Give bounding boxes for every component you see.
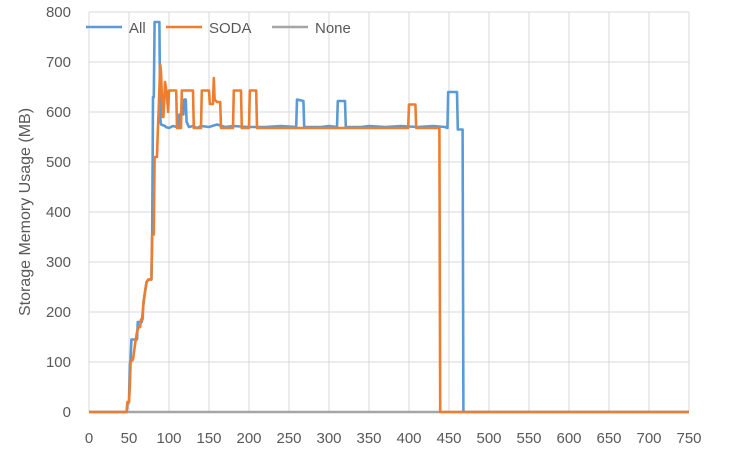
- x-tick-label: 450: [436, 430, 461, 447]
- legend-label-none: None: [315, 20, 351, 37]
- x-tick-label: 100: [156, 430, 181, 447]
- series-lines: [89, 20, 689, 414]
- x-tick-label: 700: [636, 430, 661, 447]
- y-tick-label: 400: [46, 204, 71, 221]
- x-tick-label: 750: [676, 430, 701, 447]
- x-tick-label: 300: [316, 430, 341, 447]
- y-tick-label: 300: [46, 254, 71, 271]
- y-axis-title: Storage Memory Usage (MB): [17, 108, 34, 316]
- y-tick-label: 100: [46, 354, 71, 371]
- x-tick-label: 650: [596, 430, 621, 447]
- x-tick-label: 150: [196, 430, 221, 447]
- y-tick-label: 600: [46, 104, 71, 121]
- x-tick-label: 0: [85, 430, 93, 447]
- legend-label-soda: SODA: [209, 20, 252, 37]
- series-line-soda: [89, 63, 689, 414]
- x-tick-label: 550: [516, 430, 541, 447]
- x-tick-label: 350: [356, 430, 381, 447]
- x-axis-ticks: 0 50 100 150 200 250 300 350 400 450 500 550 600 650 7…: [85, 430, 702, 447]
- x-tick-label: 400: [396, 430, 421, 447]
- x-tick-label: 50: [121, 430, 138, 447]
- y-axis-ticks: 0 100 200 300 400 500 600 700 800: [46, 4, 71, 421]
- y-tick-label: 500: [46, 154, 71, 171]
- x-tick-label: 250: [276, 430, 301, 447]
- x-tick-label: 600: [556, 430, 581, 447]
- y-tick-label: 700: [46, 54, 71, 71]
- legend: All SODA None: [86, 20, 351, 37]
- series-line-all: [89, 20, 689, 414]
- x-tick-label: 200: [236, 430, 261, 447]
- gridlines: [88, 11, 690, 413]
- x-tick-label: 500: [476, 430, 501, 447]
- y-tick-label: 0: [63, 404, 71, 421]
- y-tick-label: 200: [46, 304, 71, 321]
- legend-label-all: All: [129, 20, 146, 37]
- y-tick-label: 800: [46, 4, 71, 21]
